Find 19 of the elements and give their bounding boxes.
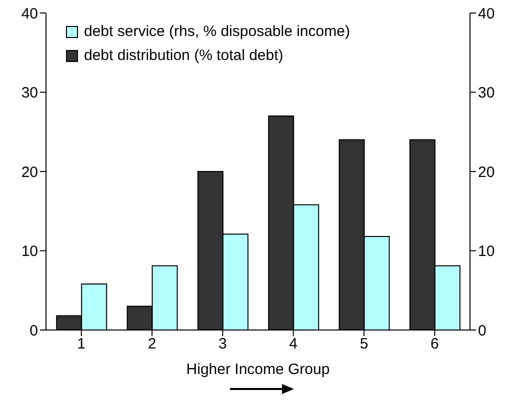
y-tick-label: 30 bbox=[21, 84, 38, 102]
x-axis-title: Higher Income Group bbox=[185, 360, 331, 380]
x-tick-label: 5 bbox=[360, 336, 368, 353]
x-tick-label: 3 bbox=[218, 336, 227, 353]
x-tick-label: 2 bbox=[148, 336, 156, 353]
y-tick-label: 0 bbox=[30, 322, 38, 340]
x-tick-label: 4 bbox=[289, 336, 298, 353]
y2-tick-label: 30 bbox=[478, 84, 495, 102]
y-tick-label: 20 bbox=[21, 164, 38, 181]
y2-tick-label: 10 bbox=[478, 243, 495, 260]
x-tick-label: 1 bbox=[77, 336, 86, 353]
legend-label: debt service (rhs, % disposable income) bbox=[84, 22, 350, 42]
y-tick-label: 10 bbox=[21, 243, 38, 260]
x-tick-label: 6 bbox=[430, 336, 439, 353]
y-tick-label: 40 bbox=[21, 5, 38, 22]
y2-tick-label: 40 bbox=[478, 5, 495, 22]
y2-tick-label: 0 bbox=[478, 322, 486, 340]
legend-label: debt distribution (% total debt) bbox=[84, 46, 284, 66]
y2-tick-label: 20 bbox=[478, 164, 495, 181]
